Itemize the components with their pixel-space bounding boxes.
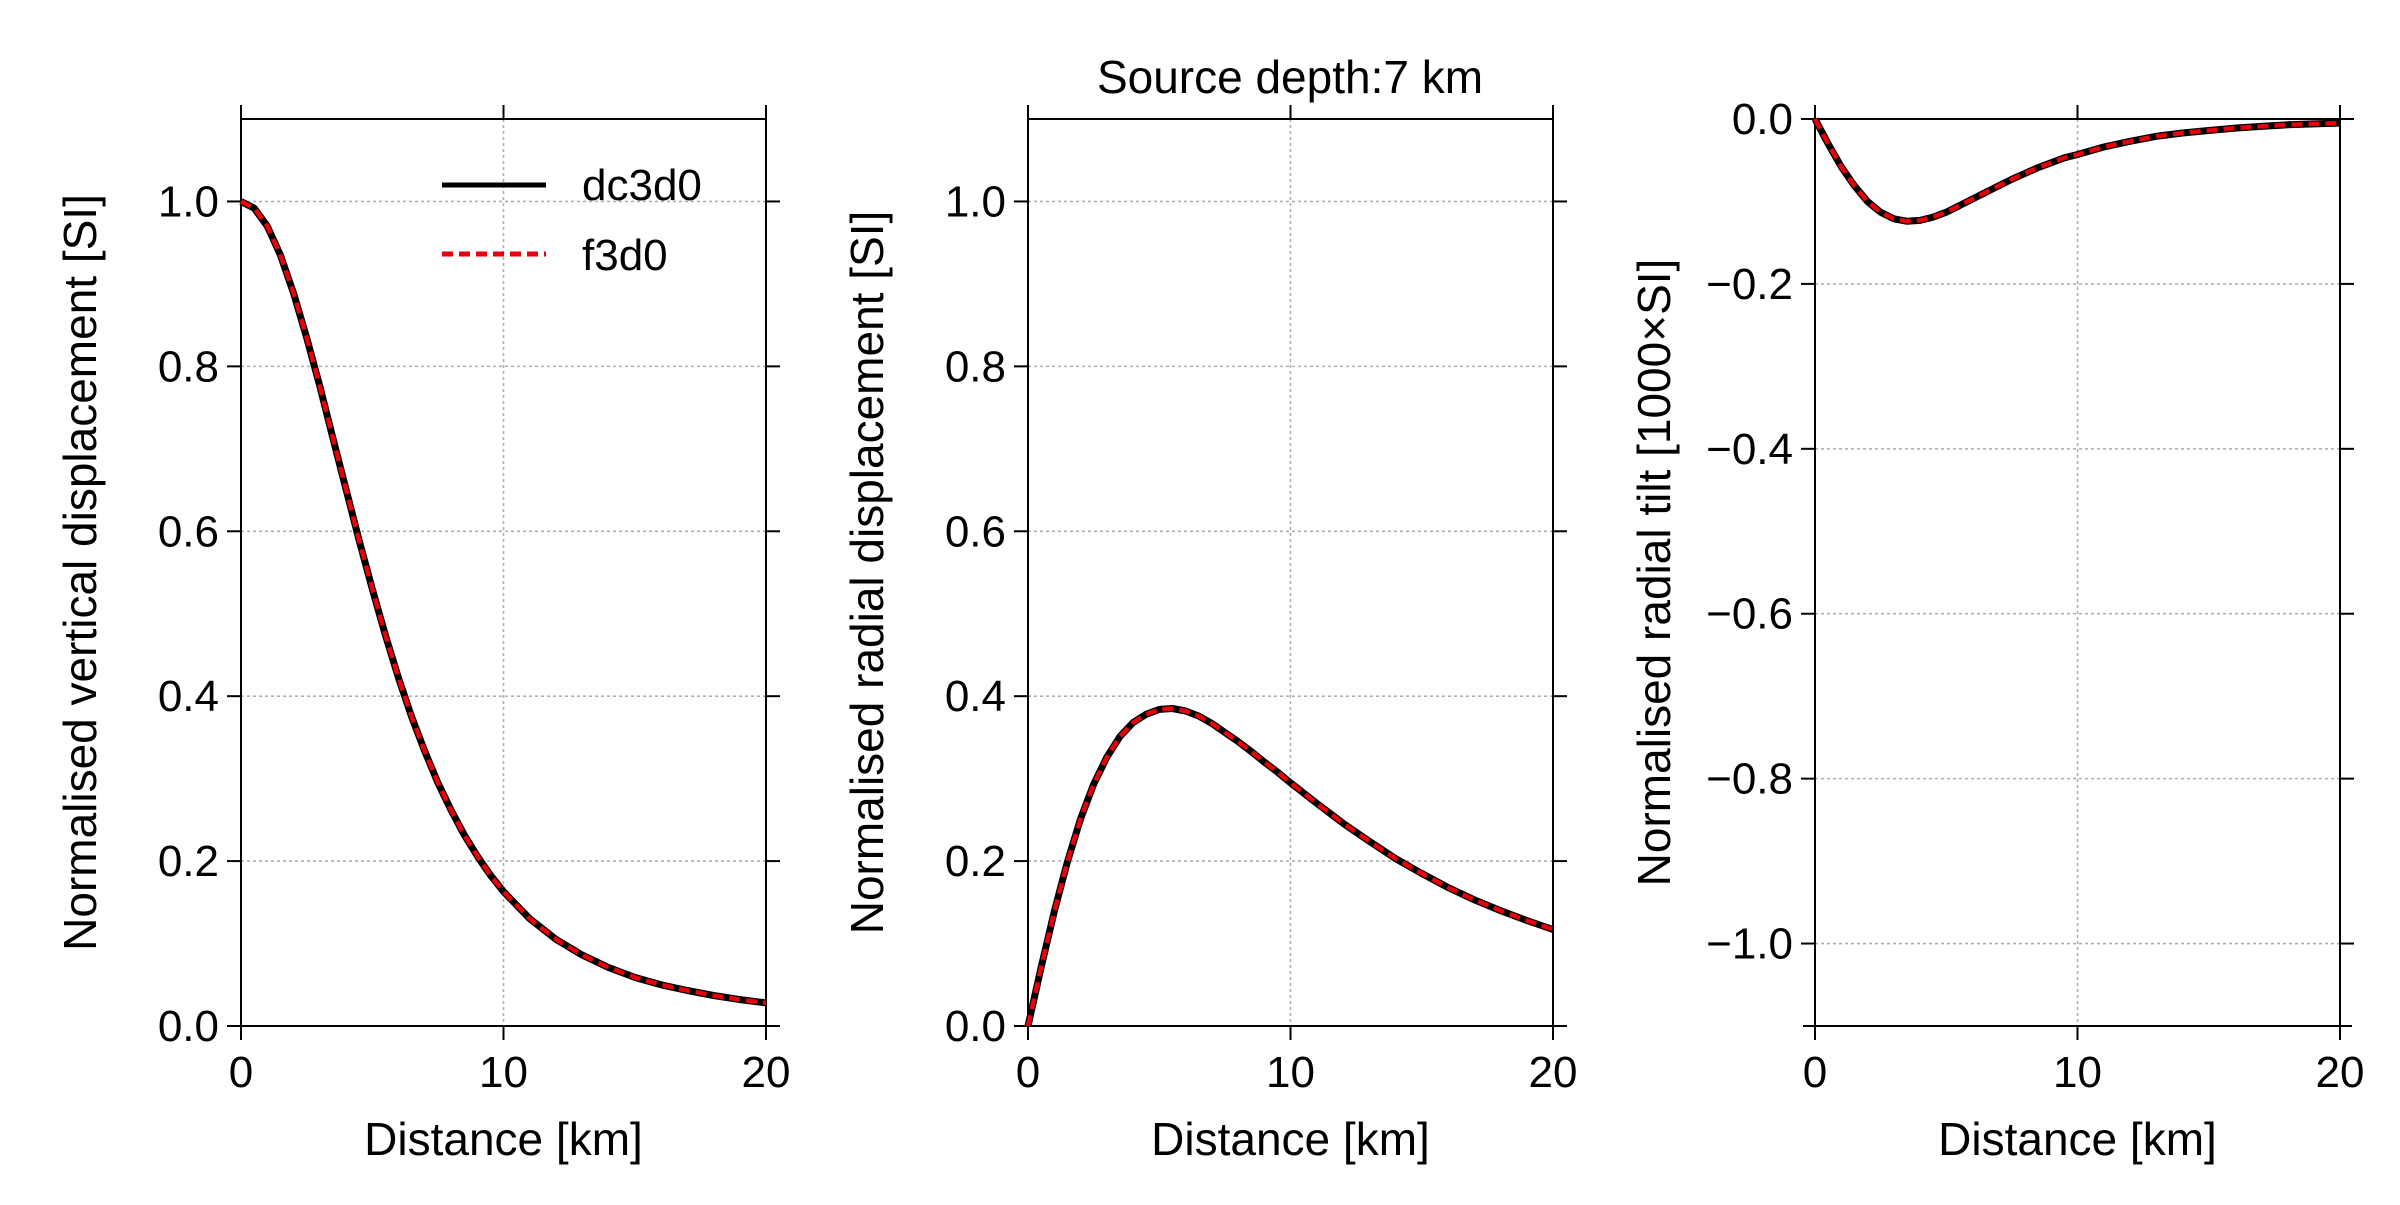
panel-2: 0 10 20 0.0 0.2 0.4 0.6 0.8 1.0 Distance [km] Norm… <box>841 105 1577 1165</box>
y-tick-label: 0.8 <box>945 342 1006 391</box>
y-tick-label: 0.0 <box>1732 95 1793 144</box>
y-axis-label: Normalised vertical displacement [SI] <box>54 194 106 951</box>
x-tick-label: 20 <box>742 1048 791 1097</box>
legend: dc3d0 f3d0 <box>442 161 702 280</box>
x-tick-label: 20 <box>1529 1048 1578 1097</box>
y-tick-label: 0.0 <box>158 1002 219 1051</box>
series-line-f3d0 <box>239 199 767 1006</box>
chart-title: Source depth:7 km <box>1097 51 1483 103</box>
y-tick-label: −1.0 <box>1706 920 1793 969</box>
series-line-f3d0 <box>1813 117 2341 224</box>
y-tick-label: −0.2 <box>1706 260 1793 309</box>
y-tick-label: 1.0 <box>158 177 219 226</box>
x-tick-label: 10 <box>479 1048 528 1097</box>
legend-label-dc3d0: dc3d0 <box>582 161 702 210</box>
y-tick-label: 1.0 <box>945 177 1006 226</box>
y-tick-label: 0.6 <box>158 507 219 556</box>
x-tick-label: 0 <box>1803 1048 1827 1097</box>
panel-3: 0 10 20 0.0 −0.2 −0.4 −0.6 −0.8 −1.0 Distance [km… <box>1628 95 2364 1165</box>
y-axis-label: Normalised radial displacement [SI] <box>841 211 893 935</box>
x-tick-label: 0 <box>1016 1048 1040 1097</box>
panel-1: 0 10 20 0.0 0.2 0.4 0.6 0.8 1.0 Distance [km] Norm… <box>54 105 790 1165</box>
y-tick-label: 0.2 <box>945 837 1006 886</box>
y-tick-label: −0.8 <box>1706 755 1793 804</box>
y-tick-label: 0.0 <box>945 1002 1006 1051</box>
x-tick-label: 20 <box>2316 1048 2365 1097</box>
x-tick-label: 10 <box>1266 1048 1315 1097</box>
x-axis-label: Distance [km] <box>1938 1113 2217 1165</box>
y-tick-label: 0.2 <box>158 837 219 886</box>
x-axis-label: Distance [km] <box>1151 1113 1430 1165</box>
y-tick-label: −0.4 <box>1706 425 1793 474</box>
y-tick-label: 0.4 <box>158 672 219 721</box>
y-axis-label: Normalised radial tilt [1000×SI] <box>1628 259 1680 887</box>
panels: 0 10 20 0.0 0.2 0.4 0.6 0.8 1.0 Distance [km] Norm… <box>54 95 2364 1165</box>
y-tick-label: 0.6 <box>945 507 1006 556</box>
y-tick-label: −0.6 <box>1706 590 1793 639</box>
x-tick-label: 10 <box>2053 1048 2102 1097</box>
y-tick-label: 0.8 <box>158 342 219 391</box>
legend-label-f3d0: f3d0 <box>582 231 668 280</box>
x-axis-label: Distance [km] <box>364 1113 643 1165</box>
series-line-f3d0 <box>1025 706 1554 1027</box>
y-tick-label: 0.4 <box>945 672 1006 721</box>
x-tick-label: 0 <box>229 1048 253 1097</box>
